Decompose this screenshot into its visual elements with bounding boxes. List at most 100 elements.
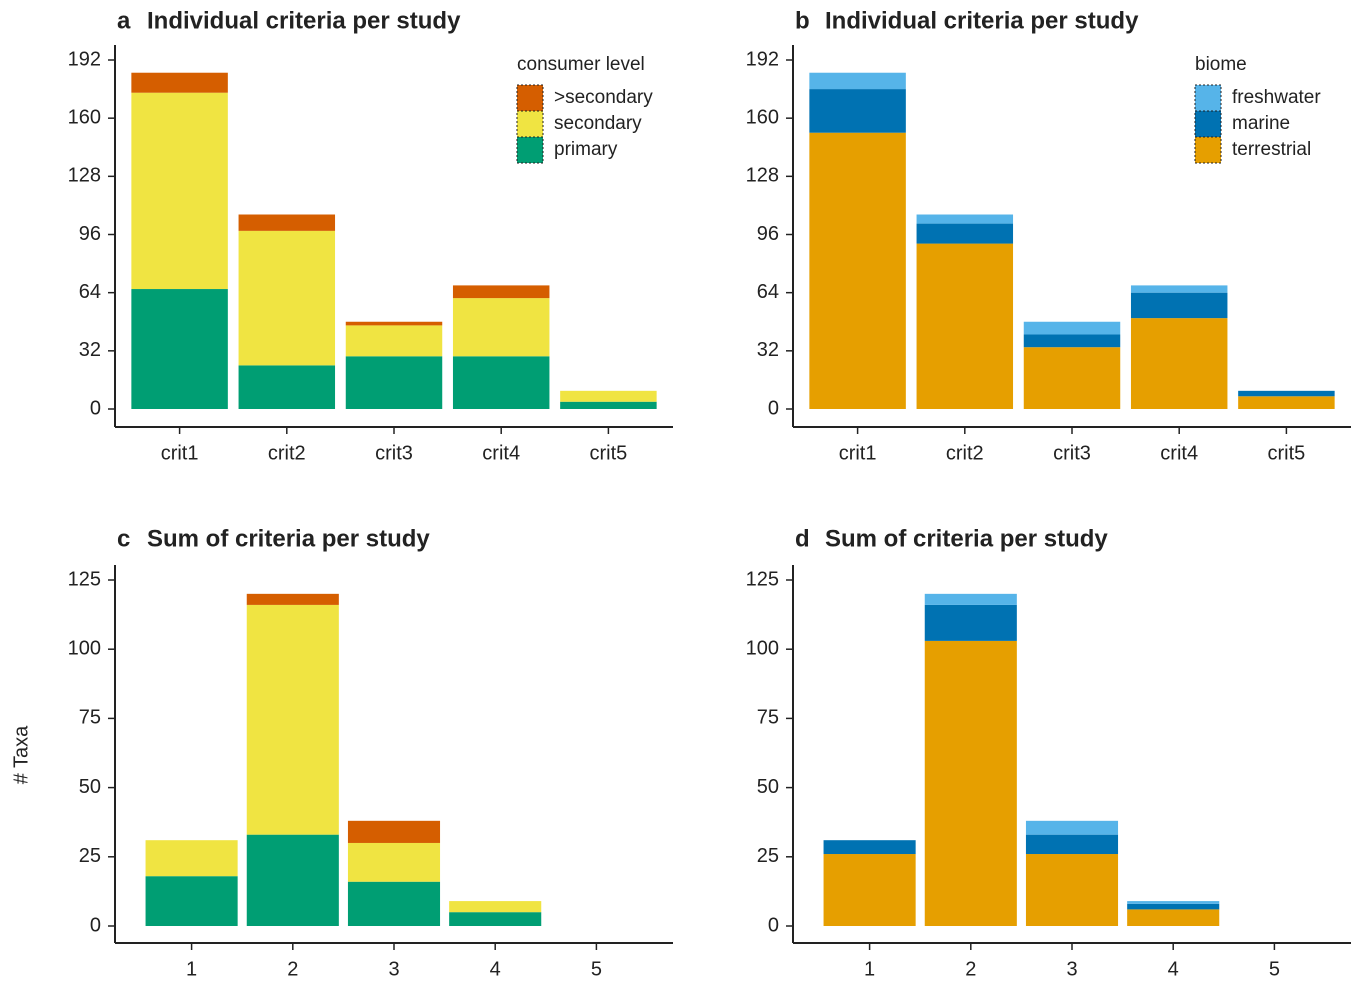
bar-segment xyxy=(246,604,339,835)
x-tick-label: crit3 xyxy=(375,442,413,464)
bar-segment xyxy=(1023,321,1121,335)
bar-segment xyxy=(560,390,657,402)
x-tick-label: 3 xyxy=(388,958,399,980)
y-tick-label: 0 xyxy=(90,914,101,936)
bar-segment xyxy=(449,912,542,926)
bar-segment xyxy=(238,230,336,366)
x-tick-label: crit5 xyxy=(1268,442,1306,464)
x-tick-label: 2 xyxy=(287,958,298,980)
y-tick-label: 0 xyxy=(768,914,779,936)
bar-segment xyxy=(916,214,1014,224)
y-tick-label: 128 xyxy=(746,165,779,187)
x-tick-label: 1 xyxy=(864,958,875,980)
legend-swatch xyxy=(516,110,544,138)
bar-segment xyxy=(916,243,1014,409)
y-axis-label: # Taxa xyxy=(10,725,32,784)
x-tick-label: crit5 xyxy=(590,442,628,464)
x-tick-label: crit3 xyxy=(1053,442,1091,464)
bar-segment xyxy=(452,298,550,357)
x-tick-label: 4 xyxy=(1168,958,1179,980)
bar-segment xyxy=(238,214,336,231)
y-tick-label: 125 xyxy=(68,568,101,590)
bar-segment xyxy=(1127,909,1220,926)
bar-segment xyxy=(345,356,443,409)
legend-swatch xyxy=(1194,84,1222,112)
x-tick-label: crit2 xyxy=(946,442,984,464)
bar-segment xyxy=(131,72,228,93)
y-tick-label: 25 xyxy=(79,845,101,867)
x-tick-label: crit2 xyxy=(268,442,306,464)
bar-segment xyxy=(809,72,906,90)
bar-segment xyxy=(246,593,339,605)
legend-swatch xyxy=(1194,136,1222,164)
bar-segment xyxy=(1127,903,1220,910)
panel-label: d xyxy=(795,525,810,552)
panel-label: c xyxy=(117,525,130,552)
legend-title: consumer level xyxy=(517,54,645,75)
x-tick-label: crit1 xyxy=(839,442,877,464)
bar-segment xyxy=(823,840,916,855)
bar-segment xyxy=(131,289,228,409)
bar-segment xyxy=(560,401,657,409)
bar-segment xyxy=(924,593,1017,605)
bar-segment xyxy=(1023,347,1121,409)
bar-segment xyxy=(131,92,228,290)
x-tick-label: crit1 xyxy=(161,442,199,464)
y-tick-label: 32 xyxy=(757,339,779,361)
y-tick-label: 0 xyxy=(768,397,779,419)
x-tick-label: 5 xyxy=(591,958,602,980)
x-tick-label: 1 xyxy=(186,958,197,980)
legend-swatch xyxy=(516,84,544,112)
y-tick-label: 50 xyxy=(757,776,779,798)
bar-segment xyxy=(452,356,550,409)
legend-swatch xyxy=(516,136,544,164)
panel-label: a xyxy=(117,7,131,34)
legend-swatch xyxy=(1194,110,1222,138)
y-tick-label: 32 xyxy=(79,339,101,361)
panel-label: b xyxy=(795,7,810,34)
panel-title: Individual criteria per study xyxy=(825,7,1139,34)
y-tick-label: 192 xyxy=(68,48,101,70)
panel-title: Individual criteria per study xyxy=(147,7,461,34)
legend-label: primary xyxy=(554,139,618,160)
y-tick-label: 50 xyxy=(79,776,101,798)
y-tick-label: 128 xyxy=(68,165,101,187)
x-tick-label: 3 xyxy=(1066,958,1077,980)
bar-segment xyxy=(238,365,336,409)
legend-label: freshwater xyxy=(1232,87,1321,108)
legend-label: marine xyxy=(1232,113,1290,134)
bar-segment xyxy=(924,640,1017,926)
panel-title: Sum of criteria per study xyxy=(825,525,1108,552)
y-tick-label: 75 xyxy=(757,707,779,729)
x-tick-label: 4 xyxy=(490,958,501,980)
bar-segment xyxy=(449,901,542,913)
bar-segment xyxy=(347,820,441,843)
bar-segment xyxy=(916,223,1014,244)
y-tick-label: 64 xyxy=(757,281,779,303)
bar-segment xyxy=(1025,820,1119,835)
y-tick-label: 100 xyxy=(746,637,779,659)
y-tick-label: 0 xyxy=(90,397,101,419)
y-tick-label: 125 xyxy=(746,568,779,590)
bar-segment xyxy=(1023,334,1121,348)
legend-label: >secondary xyxy=(554,87,653,108)
bar-segment xyxy=(1238,390,1335,397)
bar-segment xyxy=(823,854,916,926)
legend-label: secondary xyxy=(554,113,642,134)
legend-label: terrestrial xyxy=(1232,139,1311,160)
panel-title: Sum of criteria per study xyxy=(147,525,430,552)
y-tick-label: 192 xyxy=(746,48,779,70)
legend-title: biome xyxy=(1195,54,1247,75)
y-tick-label: 25 xyxy=(757,845,779,867)
bar-segment xyxy=(145,840,238,877)
x-tick-label: 5 xyxy=(1269,958,1280,980)
y-tick-label: 96 xyxy=(757,223,779,245)
y-tick-label: 96 xyxy=(79,223,101,245)
y-tick-label: 64 xyxy=(79,281,101,303)
bar-segment xyxy=(345,321,443,326)
bar-segment xyxy=(347,842,441,882)
bar-segment xyxy=(1025,834,1119,855)
bar-segment xyxy=(347,881,441,926)
x-tick-label: crit4 xyxy=(1160,442,1198,464)
